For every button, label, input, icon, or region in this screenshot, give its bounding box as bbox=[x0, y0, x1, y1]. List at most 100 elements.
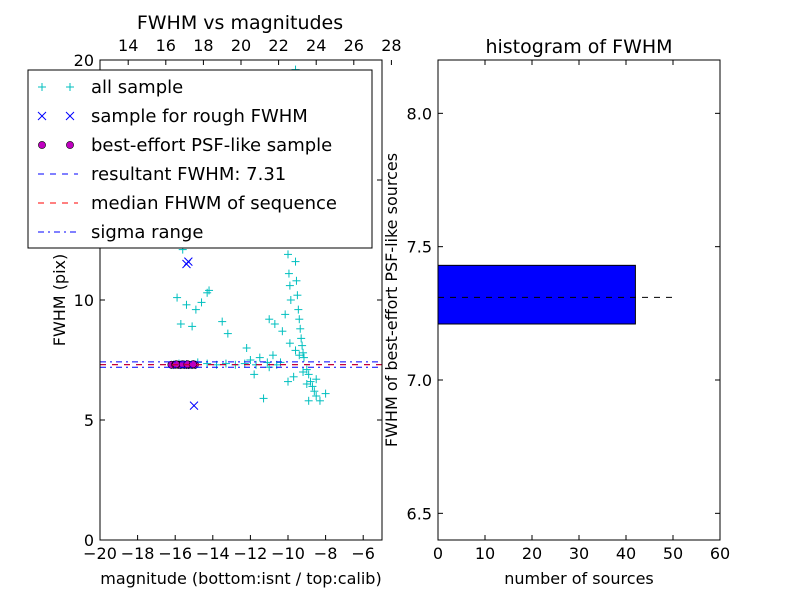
series-0-point-55 bbox=[291, 346, 300, 355]
histogram-panel: histogram of FWHM 0 10 20 30 40 50 60 6.5 7.0 7.5… bbox=[382, 36, 730, 588]
series-0-point-4 bbox=[182, 300, 191, 309]
hist-x-tick-label-4: 40 bbox=[616, 544, 636, 563]
hist-x-tick-label-5: 50 bbox=[663, 544, 683, 563]
series-0-point-30 bbox=[292, 276, 301, 285]
series-0-point-18 bbox=[278, 327, 287, 336]
legend-marker-0-a bbox=[38, 83, 46, 91]
histogram-bar-0 bbox=[437, 264, 636, 325]
legend-box bbox=[27, 69, 373, 249]
top-tick-label-5: 24 bbox=[306, 36, 326, 55]
x-tick-label-3: −14 bbox=[196, 544, 230, 563]
series-0-point-10 bbox=[205, 286, 214, 295]
series-0-point-73 bbox=[246, 356, 255, 364]
series-0-point-13 bbox=[242, 344, 251, 352]
series-0-point-34 bbox=[296, 324, 305, 333]
legend-marker-2-b-dot bbox=[66, 141, 74, 149]
hist-x-tick-label-6: 60 bbox=[710, 544, 730, 563]
hist-y-tick-label-2: 7.5 bbox=[407, 238, 432, 257]
series-1-point-2-b bbox=[189, 401, 199, 410]
scatter-panel: FWHM vs magnitudes −20 −18 −16 −14 −12 −10 −8−… bbox=[27, 12, 402, 588]
top-tick-label-6: 26 bbox=[344, 36, 364, 55]
series-0-point-8 bbox=[197, 298, 206, 307]
legend-marker-0-b bbox=[66, 83, 74, 91]
series-0-point-29 bbox=[291, 257, 300, 266]
hist-y-tick-label-1: 7.0 bbox=[407, 371, 432, 390]
series-0-point-57 bbox=[289, 372, 298, 381]
series-0-point-33 bbox=[295, 315, 304, 324]
hist-x-tick-label-0: 0 bbox=[433, 544, 443, 563]
series-0-point-58 bbox=[299, 368, 308, 376]
x-tick-label-0: −20 bbox=[83, 544, 117, 563]
top-tick-label-7: 28 bbox=[381, 36, 401, 55]
histogram-x-label: number of sources bbox=[504, 569, 654, 588]
series-0-point-40 bbox=[304, 370, 313, 379]
legend-label-0: all sample bbox=[91, 77, 183, 98]
hist-y-tick-label-3: 8.0 bbox=[407, 104, 432, 123]
series-0-point-54 bbox=[285, 339, 294, 348]
scatter-title: FWHM vs magnitudes bbox=[137, 12, 343, 34]
series-0-point-38 bbox=[299, 353, 308, 362]
legend-label-1: sample for rough FWHM bbox=[91, 106, 308, 127]
hist-x-tick-label-1: 10 bbox=[475, 544, 495, 563]
x-tick-label-5: −10 bbox=[271, 544, 305, 563]
series-0-point-44 bbox=[312, 392, 321, 400]
legend-entry-3: resultant FWHM: 7.31 bbox=[38, 164, 286, 185]
x-tick-label-2: −16 bbox=[158, 544, 192, 563]
x-tick-label-7: −6 bbox=[351, 544, 375, 563]
series-0-point-36 bbox=[298, 341, 307, 350]
legend-marker-1-b bbox=[65, 111, 75, 121]
series-1-point-2 bbox=[189, 401, 199, 410]
histogram-title: histogram of FWHM bbox=[485, 36, 672, 58]
series-0-point-3 bbox=[173, 293, 182, 302]
legend-label-4: median FHWM of sequence bbox=[91, 193, 337, 214]
series-0-point-5 bbox=[176, 320, 185, 328]
top-tick-label-1: 16 bbox=[156, 36, 176, 55]
series-0-point-7 bbox=[191, 305, 200, 314]
series-0-point-43 bbox=[310, 387, 319, 396]
legend-marker-1-b-b bbox=[65, 111, 75, 121]
scatter-plot-area bbox=[100, 65, 382, 410]
series-0-point-19 bbox=[284, 377, 292, 386]
series-0-point-46 bbox=[321, 389, 330, 398]
hist-y-tick-label-0: 6.5 bbox=[407, 504, 432, 523]
legend-marker-2-a-dot bbox=[38, 141, 46, 149]
series-0-point-76 bbox=[268, 351, 277, 360]
legend-entry-0: all sample bbox=[38, 77, 183, 98]
legend-marker-2-a bbox=[38, 141, 46, 149]
series-1-point-1 bbox=[184, 257, 193, 266]
series-0-point-56 bbox=[295, 351, 304, 360]
y-tick-label-4: 20 bbox=[74, 51, 94, 70]
series-0-point-68 bbox=[203, 359, 212, 368]
series-1-point-1-b bbox=[184, 257, 193, 266]
series-0-point-23 bbox=[284, 250, 292, 259]
legend-entry-1: sample for rough FWHM bbox=[37, 106, 308, 127]
series-0-point-59 bbox=[302, 380, 311, 388]
y-tick-label-0: 0 bbox=[84, 531, 94, 550]
top-tick-label-0: 14 bbox=[118, 36, 138, 55]
series-0-point-11 bbox=[218, 317, 227, 326]
series-0-point-66 bbox=[221, 359, 230, 368]
series-0-point-24 bbox=[284, 269, 293, 278]
series-0-point-42 bbox=[308, 382, 317, 391]
series-0-point-47 bbox=[312, 375, 321, 384]
legend-entry-5: sigma range bbox=[38, 222, 203, 243]
scatter-x-label: magnitude (bottom:isnt / top:calib) bbox=[100, 569, 381, 588]
series-0-point-12 bbox=[223, 329, 232, 338]
series-0-point-6 bbox=[188, 322, 197, 331]
legend-label-2: best-effort PSF-like sample bbox=[91, 135, 332, 156]
series-0-point-64 bbox=[240, 359, 249, 368]
series-0-point-45 bbox=[315, 396, 324, 405]
legend-entry-2: best-effort PSF-like sample bbox=[38, 135, 332, 156]
legend-items: all sample sample for rough FWHM best-effo… bbox=[37, 77, 337, 243]
series-0-point-74 bbox=[255, 353, 264, 362]
series-0-point-32 bbox=[294, 305, 303, 314]
histogram-ticks: 0 10 20 30 40 50 60 6.5 7.0 7.5 8.0 bbox=[407, 60, 730, 563]
series-0-point-31 bbox=[293, 291, 302, 300]
scatter-legend: all sample sample for rough FWHM best-effo… bbox=[27, 69, 373, 249]
top-tick-label-4: 22 bbox=[268, 36, 288, 55]
x-tick-label-6: −8 bbox=[314, 544, 338, 563]
scatter-ticks: −20−18−16−14−12−10−8−6051015201416182022… bbox=[74, 36, 402, 563]
series-0-point-16 bbox=[265, 315, 274, 324]
hist-x-tick-label-2: 20 bbox=[522, 544, 542, 563]
